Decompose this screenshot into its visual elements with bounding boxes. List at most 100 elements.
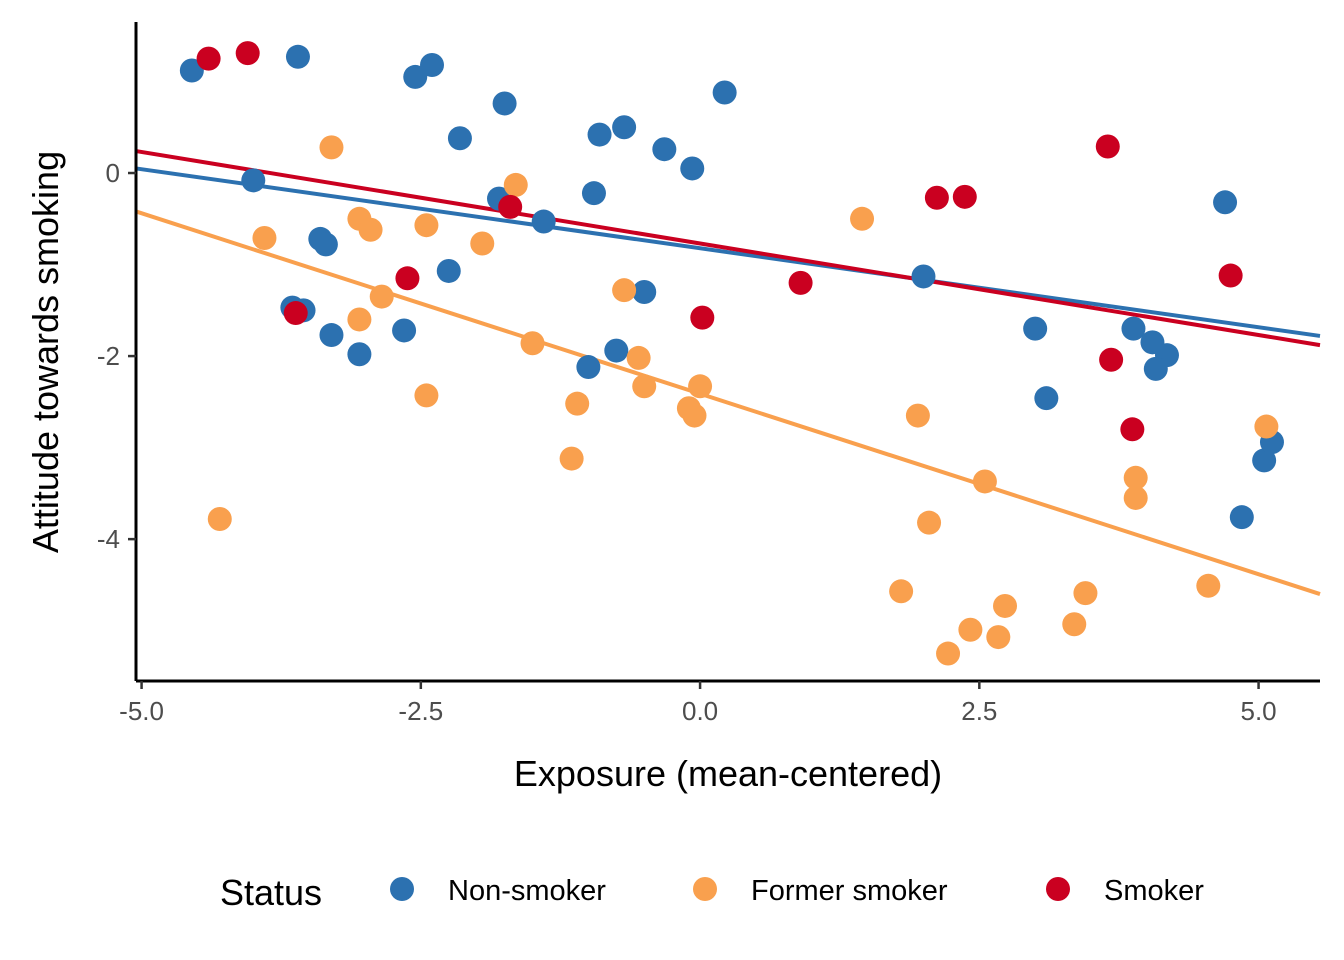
legend-key-non-smoker: [390, 877, 414, 901]
former-smoker-point: [1196, 573, 1221, 598]
non-smoker-point: [612, 115, 637, 140]
smoker-point: [924, 185, 949, 210]
non-smoker-point: [712, 80, 737, 105]
non-smoker-point: [241, 168, 266, 193]
former-smoker-point: [917, 510, 942, 535]
legend-key-smoker: [1046, 877, 1070, 901]
former-smoker-point: [252, 226, 277, 251]
legend-key-former-smoker: [693, 877, 717, 901]
non-smoker-point: [420, 53, 444, 78]
data-points: [179, 41, 1284, 666]
non-smoker-point: [581, 181, 606, 206]
former-smoker-point: [470, 231, 495, 256]
non-smoker-point: [632, 280, 657, 305]
y-tick-label: -4: [97, 524, 120, 554]
former-smoker-point: [1254, 414, 1279, 439]
non-smoker-point: [347, 342, 372, 367]
fit-lines: [135, 149, 1321, 596]
former-smoker-point: [207, 506, 232, 531]
former-smoker-point: [1123, 465, 1148, 490]
former-smoker-point: [520, 331, 545, 356]
smoker-point: [196, 46, 221, 71]
former-smoker-point: [632, 374, 657, 399]
y-axis-title: Attitude towards smoking: [25, 151, 66, 553]
non-smoker-point: [1034, 386, 1059, 411]
former-smoker-point: [850, 206, 875, 231]
x-tick-label: -5.0: [119, 696, 164, 726]
former-smoker-point: [319, 135, 344, 160]
former-smoker-point: [682, 403, 707, 428]
non-smoker-point: [576, 355, 601, 380]
non-smoker-point: [1143, 356, 1168, 381]
non-smoker-point: [403, 64, 428, 89]
y-tick-label: -2: [97, 341, 120, 371]
non-smoker-point: [604, 338, 629, 363]
non-smoker-point: [1252, 448, 1277, 473]
x-tick-label: 2.5: [961, 696, 997, 726]
legend-label-former-smoker: Former smoker: [751, 875, 948, 907]
former-smoker-point: [1073, 581, 1098, 606]
non-smoker-point: [313, 232, 338, 257]
former-smoker-point: [972, 469, 997, 494]
non-smoker-point: [1229, 505, 1254, 530]
former-smoker-point: [936, 641, 961, 666]
x-axis-ticks: -5.0 -2.5 0.0 2.5 5.0: [119, 681, 1277, 726]
non-smoker-point: [179, 58, 204, 83]
former-smoker-point: [369, 284, 394, 309]
smoker-point: [788, 270, 813, 295]
non-smoker-fit-line: [135, 166, 1321, 338]
x-tick-label: 0.0: [682, 696, 718, 726]
non-smoker-point: [531, 209, 556, 234]
former-smoker-point: [993, 593, 1018, 618]
non-smoker-point: [1213, 190, 1238, 215]
former-smoker-point: [347, 307, 372, 332]
non-smoker-point: [319, 323, 344, 348]
smoker-fit-line: [135, 149, 1321, 348]
former-smoker-point: [905, 403, 930, 428]
non-smoker-point: [492, 91, 517, 116]
smoker-point: [1099, 347, 1124, 372]
smoker-point: [1120, 417, 1145, 442]
former-smoker-point: [612, 278, 637, 303]
x-axis-title: Exposure (mean-centered): [514, 753, 942, 794]
smoker-point: [283, 301, 308, 326]
former-smoker-point: [626, 345, 651, 370]
smoker-point: [690, 305, 715, 330]
former-smoker-point: [1062, 612, 1087, 637]
non-smoker-point: [392, 318, 417, 343]
former-smoker-point: [414, 383, 439, 408]
former-smoker-point: [358, 217, 383, 242]
non-smoker-point: [436, 258, 461, 283]
legend-label-non-smoker: Non-smoker: [448, 875, 606, 907]
non-smoker-point: [285, 44, 310, 69]
former-smoker-point: [559, 446, 584, 471]
former-smoker-point: [414, 213, 439, 238]
x-tick-label: -2.5: [398, 696, 443, 726]
smoker-point: [1218, 263, 1243, 288]
non-smoker-point: [447, 126, 472, 151]
former-smoker-point: [986, 625, 1011, 650]
x-tick-label: 5.0: [1240, 696, 1276, 726]
y-tick-label: 0: [106, 158, 120, 188]
non-smoker-point: [911, 264, 936, 289]
y-axis-ticks: 0 -2 -4: [97, 158, 136, 554]
smoker-point: [395, 266, 420, 291]
non-smoker-point: [1121, 316, 1146, 341]
smoker-point: [952, 184, 977, 209]
legend-title: Status: [220, 872, 322, 913]
non-smoker-point: [1023, 316, 1048, 341]
smoker-point: [498, 194, 523, 219]
smoker-point: [1095, 134, 1120, 159]
smoker-point: [235, 41, 260, 66]
former-smoker-point: [1123, 485, 1148, 510]
non-smoker-point: [680, 156, 705, 181]
former-smoker-fit-line: [135, 209, 1321, 596]
non-smoker-point: [652, 137, 677, 162]
legend-label-smoker: Smoker: [1104, 875, 1204, 907]
non-smoker-point: [587, 122, 612, 147]
legend: Status Non-smoker Former smoker Smoker: [220, 872, 1204, 913]
former-smoker-point: [889, 579, 914, 604]
former-smoker-point: [503, 172, 528, 197]
former-smoker-point: [958, 617, 983, 642]
former-smoker-point: [565, 391, 590, 416]
